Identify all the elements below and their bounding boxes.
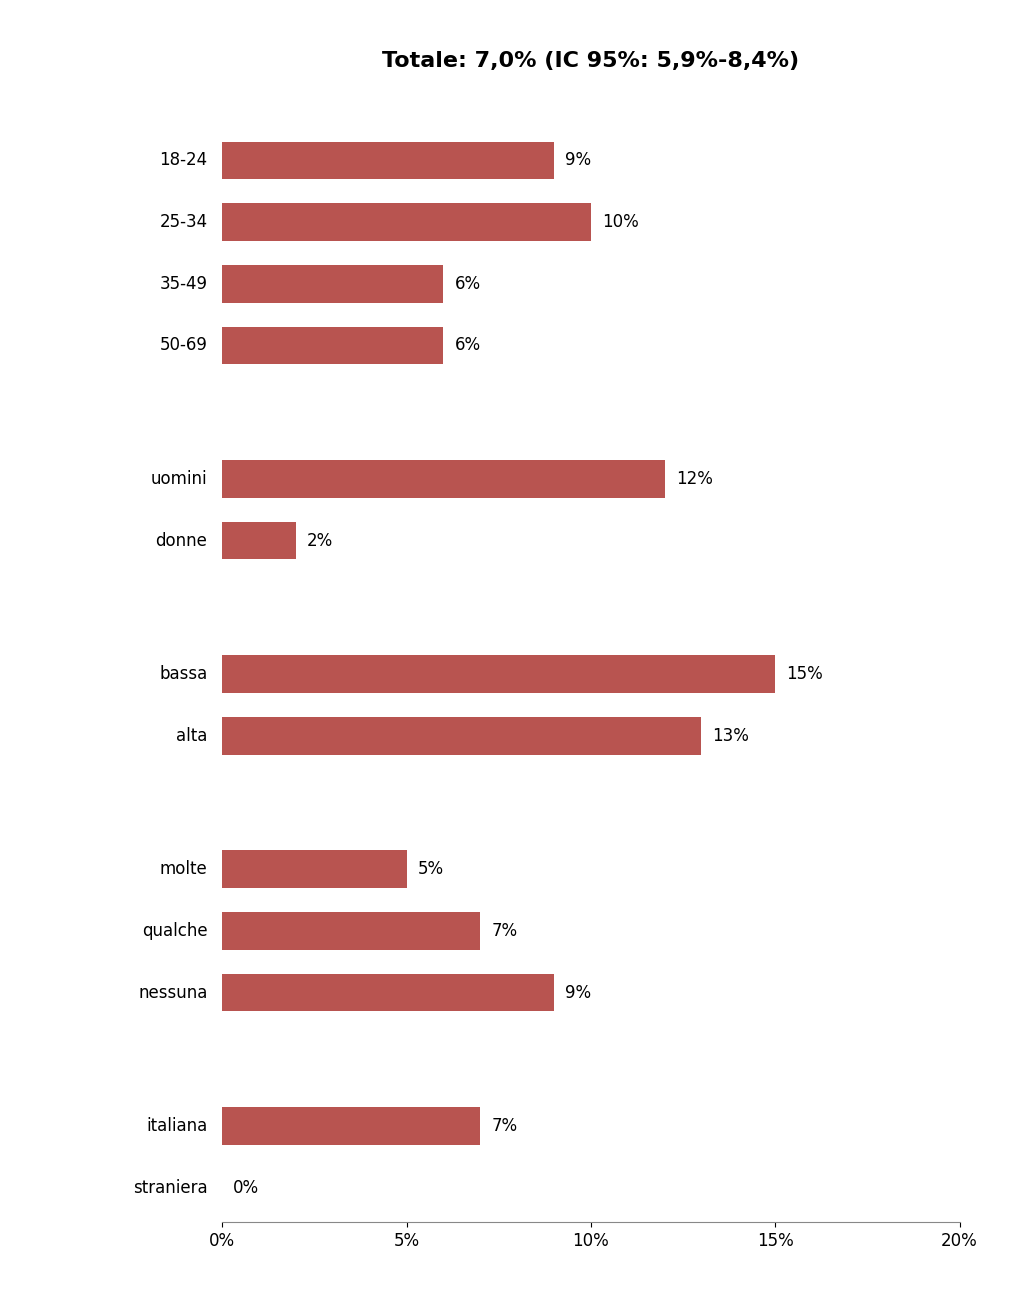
Text: nessuna: nessuna	[138, 984, 207, 1001]
Text: 6%: 6%	[454, 336, 481, 355]
Text: 9%: 9%	[565, 984, 591, 1001]
Text: italiana: italiana	[146, 1117, 207, 1135]
Bar	[222, 656, 776, 692]
Bar	[222, 265, 443, 302]
Bar	[222, 850, 406, 888]
Text: 15%: 15%	[786, 665, 823, 683]
Text: 12%: 12%	[676, 470, 712, 487]
Bar	[222, 142, 553, 179]
Bar	[222, 327, 443, 364]
Text: 2%: 2%	[307, 532, 333, 549]
Bar	[222, 974, 553, 1012]
Text: 5%: 5%	[417, 861, 443, 878]
Bar	[222, 1108, 481, 1144]
Text: 50-69: 50-69	[160, 336, 207, 355]
Text: 13%: 13%	[712, 727, 749, 745]
Text: 7%: 7%	[491, 1117, 517, 1135]
Text: 25-34: 25-34	[160, 213, 207, 231]
Text: 35-49: 35-49	[160, 275, 207, 293]
Bar	[222, 204, 591, 240]
Text: donne: donne	[156, 532, 207, 549]
Bar	[222, 460, 665, 498]
Text: 0%: 0%	[233, 1179, 260, 1197]
Text: straniera: straniera	[133, 1179, 207, 1197]
Text: qualche: qualche	[141, 922, 207, 940]
Text: 6%: 6%	[454, 275, 481, 293]
Bar	[222, 522, 296, 560]
Text: molte: molte	[160, 861, 207, 878]
Text: 7%: 7%	[491, 922, 517, 940]
Text: uomini: uomini	[150, 470, 207, 487]
Text: alta: alta	[176, 727, 207, 745]
Text: bassa: bassa	[160, 665, 207, 683]
Text: 10%: 10%	[602, 213, 638, 231]
Text: 9%: 9%	[565, 151, 591, 170]
Bar	[222, 717, 701, 754]
Title: Totale: 7,0% (IC 95%: 5,9%-8,4%): Totale: 7,0% (IC 95%: 5,9%-8,4%)	[383, 51, 799, 71]
Bar	[222, 912, 481, 950]
Text: 18-24: 18-24	[160, 151, 207, 170]
